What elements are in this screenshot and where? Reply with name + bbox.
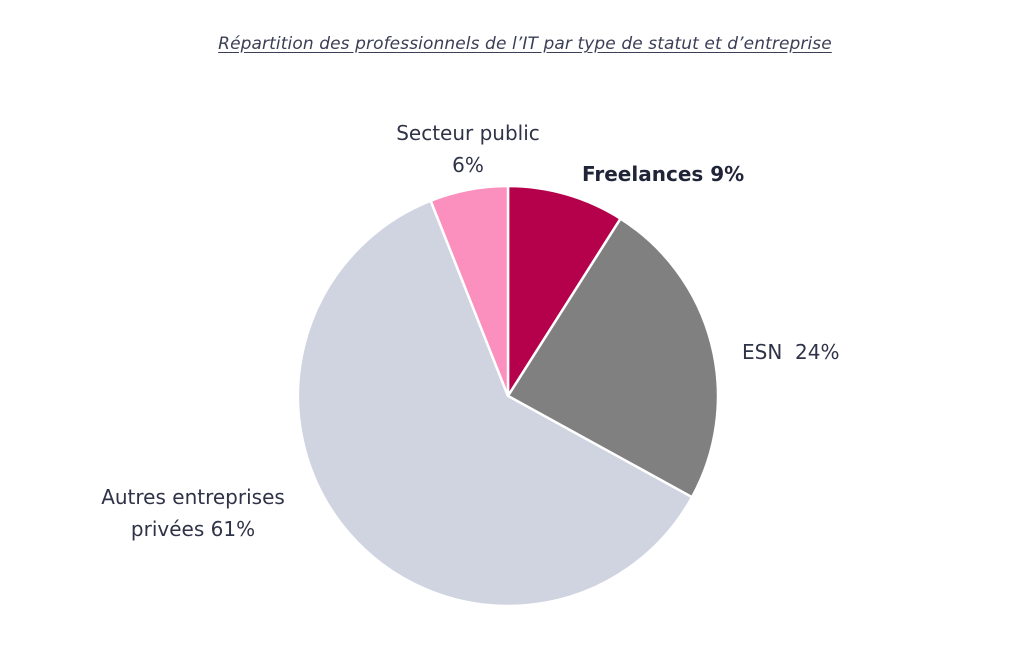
chart-title: Répartition des professionnels de l’IT p… — [218, 34, 832, 54]
slice-label-esn: ESN 24% — [742, 340, 840, 364]
slice-label-autres-line2: privées 61% — [130, 517, 256, 541]
slice-label-secteur-line2: 6% — [452, 153, 484, 177]
slice-label-secteur-line1: Secteur public — [396, 121, 540, 145]
pie-slice-freelances — [506, 184, 622, 398]
slice-label-freelances: Freelances 9% — [582, 162, 745, 186]
slice-label-autres-line1: Autres entreprises — [101, 485, 285, 509]
slice-label-autres-entreprises: Autres entreprises privées 61% — [88, 481, 298, 545]
pie-slice-autres-entreprises-priv-es — [296, 199, 694, 608]
slice-label-secteur-public: Secteur public 6% — [368, 117, 568, 181]
pie-slice-secteur-public — [429, 184, 510, 398]
pie-slice-esn — [506, 217, 720, 499]
